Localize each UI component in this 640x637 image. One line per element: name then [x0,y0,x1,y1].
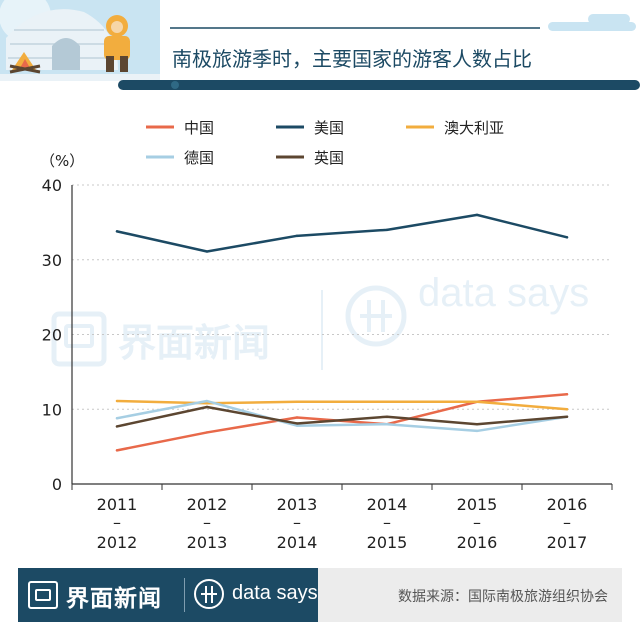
watermark: 界面新闻 data says [51,271,589,370]
data-point-australia [295,400,299,403]
series-line-germany [115,399,569,433]
footer: 界面新闻 data says 数据来源：国际南极旅游组织协会 [18,568,622,622]
data-point-australia [115,399,119,403]
footer-brand-panel: 界面新闻 data says [18,568,318,622]
x-tick-label: – [473,513,481,532]
legend-item-uk: 英国 [276,149,344,167]
watermark-tagline: data says [418,271,589,315]
data-point-usa [205,250,209,253]
data-point-australia [205,402,209,405]
series-line-uk [115,405,569,428]
data-point-australia [385,400,389,403]
y-tick-label: 30 [42,251,62,270]
jiemian-logo-icon [28,581,58,609]
header-bar [118,80,640,90]
header-illustration [0,0,160,81]
x-tick-label: – [203,513,211,532]
data-point-germany [385,423,389,426]
data-point-usa [115,230,119,233]
x-tick-label: 2014 [277,533,318,552]
x-tick-label: 2015 [367,533,408,552]
legend-label: 澳大利亚 [444,119,504,137]
legend-label: 中国 [184,119,214,137]
header-bar-dot [171,81,179,89]
data-point-australia [565,408,569,411]
x-tick-label: 2012 [97,533,138,552]
data-point-usa [475,213,479,217]
data-point-australia [475,400,479,403]
x-tick-label: 2014 [367,495,408,514]
watermark-logo-icon [51,311,107,367]
x-tick-label: – [563,513,571,532]
series-line-usa [115,213,569,253]
y-tick-label: 40 [42,176,62,195]
footer-tagline: data says [232,582,318,604]
x-tick-label: – [383,513,391,532]
chart-title: 南极旅游季时，主要国家的游客人数占比 [172,47,532,71]
data-point-germany [295,424,299,427]
data-point-china [295,416,299,419]
legend-item-china: 中国 [146,119,214,137]
x-tick-label: – [293,513,301,532]
y-axis-label: （%） [40,152,84,170]
data-point-china [565,393,569,396]
data-point-germany [475,429,479,433]
y-tick-label: 20 [42,326,62,345]
legend-label: 美国 [314,119,344,137]
x-tick-label: – [113,513,121,532]
legend-item-usa: 美国 [276,119,344,137]
x-tick-label: 2013 [187,533,228,552]
watermark-brand: 界面新闻 [118,321,270,365]
data-point-china [115,449,119,452]
footer-source-panel: 数据来源：国际南极旅游组织协会 [318,568,622,622]
x-tick-label: 2017 [547,533,588,552]
x-tick-label: 2013 [277,495,318,514]
cloud-icon [548,14,636,31]
footer-brand: 界面新闻 [66,586,162,612]
x-tick-label: 2011 [97,495,138,514]
series-lines [115,213,569,452]
legend-label: 英国 [314,149,344,167]
data-point-uk [385,415,389,418]
data-point-usa [385,228,389,232]
datasays-logo-icon [194,579,224,609]
data-point-uk [295,422,299,425]
footer-divider [184,578,185,612]
x-tick-label: 2016 [457,533,498,552]
data-point-uk [565,415,569,418]
data-point-germany [115,417,119,420]
legend-item-germany: 德国 [146,149,214,167]
axes: 0102030402011–20122012–20132013–20142014… [42,176,613,552]
data-point-usa [565,236,569,239]
data-point-germany [205,399,209,403]
data-source: 数据来源：国际南极旅游组织协会 [398,589,608,605]
data-point-uk [475,423,479,426]
data-point-uk [205,405,209,409]
y-tick-label: 10 [42,400,62,419]
legend-item-australia: 澳大利亚 [406,119,504,137]
legend-label: 德国 [184,149,214,167]
x-tick-label: 2015 [457,495,498,514]
y-tick-label: 0 [52,475,62,494]
data-point-uk [115,425,119,428]
x-tick-label: 2016 [547,495,588,514]
x-tick-label: 2012 [187,495,228,514]
watermark-datasays-icon [345,285,407,347]
data-point-usa [295,234,299,238]
data-point-china [205,431,209,434]
